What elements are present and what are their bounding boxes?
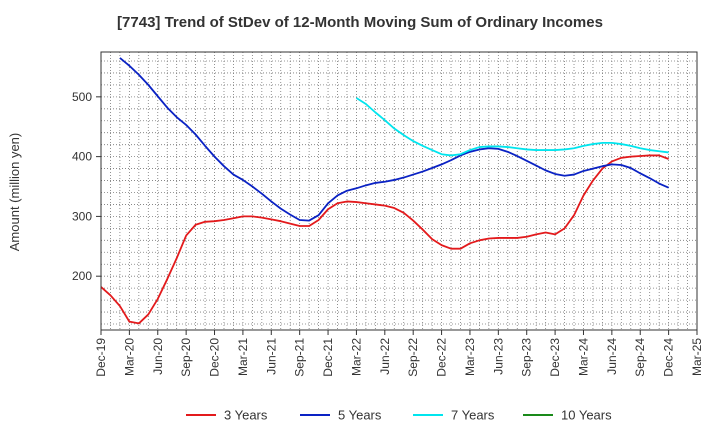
x-tick-label: Sep-23 — [520, 338, 534, 377]
x-tick-label: Mar-25 — [690, 338, 704, 376]
legend-label-7-years: 7 Years — [451, 408, 495, 423]
x-tick-label: Jun-20 — [151, 338, 165, 375]
x-tick-label: Jun-21 — [264, 338, 278, 375]
axes: 200 300 400 500 Dec-19 Mar-20 Jun-20 Sep-20 Dec-… — [72, 51, 704, 377]
series-lines — [100, 57, 669, 325]
legend: 3 Years 5 Years 7 Years 10 Years — [186, 408, 612, 423]
x-tick-label: Dec-22 — [435, 338, 449, 377]
x-tick-label: Mar-21 — [236, 338, 250, 376]
x-tick-label: Mar-20 — [122, 338, 136, 376]
x-tick-label: Sep-20 — [179, 338, 193, 377]
x-tick-label: Mar-24 — [576, 338, 590, 376]
legend-label-10-years: 10 Years — [561, 408, 612, 423]
legend-label-5-years: 5 Years — [338, 408, 382, 423]
x-tick-label: Jun-23 — [491, 338, 505, 375]
y-tick-label: 300 — [72, 209, 92, 223]
chart-title: [7743] Trend of StDev of 12-Month Moving… — [117, 14, 603, 31]
series-line-7-years — [355, 97, 669, 157]
x-tick-label: Mar-22 — [349, 338, 363, 376]
x-tick-label: Mar-23 — [463, 338, 477, 376]
x-tick-label: Sep-21 — [293, 338, 307, 377]
grid — [101, 52, 697, 330]
y-tick-label: 500 — [72, 90, 92, 104]
plot-area — [101, 52, 697, 330]
y-tick-label: 400 — [72, 150, 92, 164]
plot-frame — [100, 51, 698, 331]
x-tick-label: Dec-23 — [548, 338, 562, 377]
x-tick-label: Dec-24 — [662, 338, 676, 377]
x-tick-label: Sep-22 — [406, 338, 420, 377]
y-axis-title: Amount (million yen) — [7, 133, 22, 252]
x-tick-label: Jun-24 — [605, 338, 619, 375]
series-line-5-years — [119, 57, 669, 222]
x-tick-label: Dec-19 — [94, 338, 108, 377]
x-tick-label: Dec-21 — [321, 338, 335, 377]
legend-label-3-years: 3 Years — [224, 408, 268, 423]
x-tick-label: Sep-24 — [633, 338, 647, 377]
x-tick-label: Dec-20 — [208, 338, 222, 377]
series-line-3-years — [100, 154, 669, 325]
y-tick-label: 200 — [72, 269, 92, 283]
x-tick-label: Jun-22 — [378, 338, 392, 375]
